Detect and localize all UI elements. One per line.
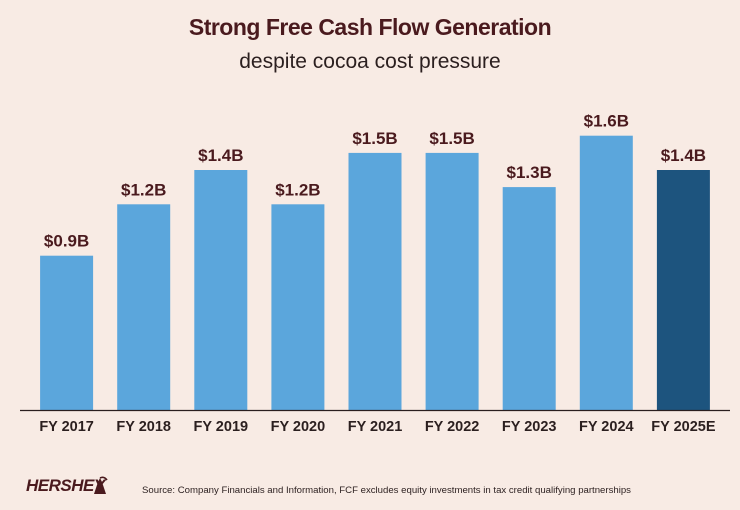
bar-fy-2020 xyxy=(271,204,325,410)
x-tick-label: FY 2022 xyxy=(425,419,480,435)
x-tick-label: FY 2025E xyxy=(651,419,716,435)
x-tick-label: FY 2023 xyxy=(502,419,557,435)
data-label: $1.2B xyxy=(121,180,166,199)
bar-fy-2021 xyxy=(348,152,402,410)
chart-title: Strong Free Cash Flow Generation xyxy=(188,14,552,40)
x-tick-label: FY 2017 xyxy=(39,419,94,435)
x-tick-label: FY 2020 xyxy=(271,419,326,435)
x-tick-label: FY 2019 xyxy=(194,419,249,435)
data-label: $1.4B xyxy=(661,146,706,165)
x-tick-label: FY 2024 xyxy=(579,419,634,435)
x-tick-label: FY 2021 xyxy=(348,419,403,435)
bar-chart: $0.9B FY 2017 $1.2B FY 2018 $1.4B FY 2019 $1.2… xyxy=(20,112,730,435)
data-label: $1.5B xyxy=(429,129,474,148)
bar-fy-2022 xyxy=(425,152,479,410)
bar-fy-2017 xyxy=(40,255,94,410)
bar-fy-2019 xyxy=(194,170,248,410)
data-label: $1.2B xyxy=(275,180,320,199)
kiss-icon xyxy=(94,476,108,494)
hershey-logo: HERSHEY xyxy=(26,476,105,495)
data-label: $1.5B xyxy=(352,129,397,148)
x-tick-label: FY 2018 xyxy=(116,419,171,435)
data-label: $1.4B xyxy=(198,146,243,165)
data-label: $0.9B xyxy=(44,232,89,251)
chart-subtitle: despite cocoa cost pressure xyxy=(239,50,501,73)
source-note: Source: Company Financials and Informati… xyxy=(142,485,631,496)
bar-fy-2024 xyxy=(579,135,633,410)
bar-fy-2018 xyxy=(117,204,171,410)
data-label: $1.3B xyxy=(507,163,552,182)
data-label: $1.6B xyxy=(584,112,629,131)
bar-fy-2023 xyxy=(502,187,556,410)
bar-fy-2025e xyxy=(656,170,710,410)
